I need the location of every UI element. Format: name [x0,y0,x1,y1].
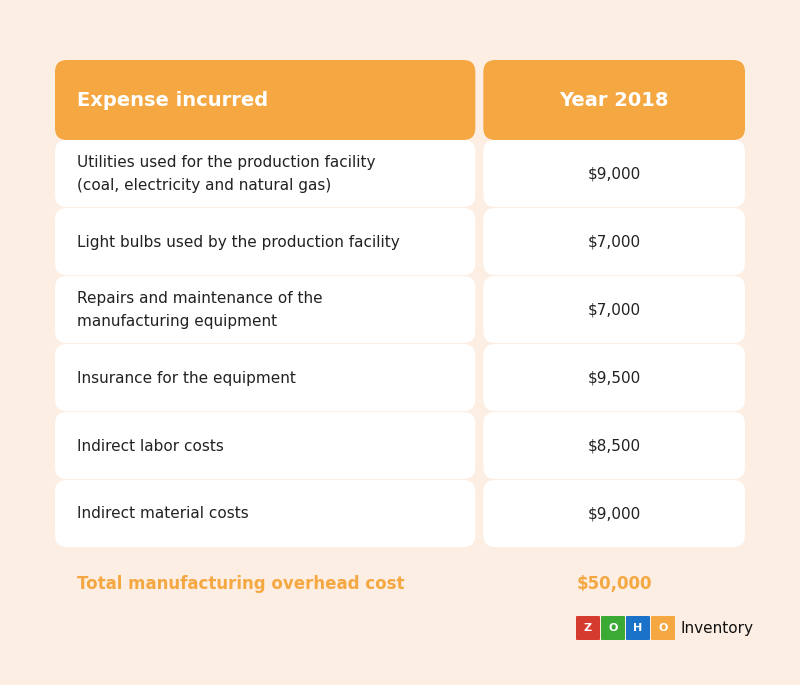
FancyBboxPatch shape [576,616,600,640]
FancyBboxPatch shape [483,344,745,411]
FancyBboxPatch shape [483,548,745,620]
FancyBboxPatch shape [55,480,475,547]
Text: Insurance for the equipment: Insurance for the equipment [77,371,296,386]
FancyBboxPatch shape [55,140,475,207]
FancyBboxPatch shape [483,276,745,343]
Text: $9,000: $9,000 [587,166,641,182]
FancyBboxPatch shape [55,276,475,343]
FancyBboxPatch shape [651,616,675,640]
Text: O: O [658,623,668,633]
Text: $50,000: $50,000 [577,575,652,593]
FancyBboxPatch shape [55,412,475,479]
FancyBboxPatch shape [483,480,745,547]
Text: Indirect material costs: Indirect material costs [77,506,249,521]
FancyBboxPatch shape [55,548,475,620]
Text: $9,000: $9,000 [587,506,641,521]
FancyBboxPatch shape [55,344,475,411]
Text: $7,000: $7,000 [588,303,641,318]
Text: Expense incurred: Expense incurred [77,90,268,110]
Text: O: O [608,623,618,633]
FancyBboxPatch shape [626,616,650,640]
Text: $8,500: $8,500 [588,438,641,453]
Text: Repairs and maintenance of the
manufacturing equipment: Repairs and maintenance of the manufactu… [77,291,322,329]
FancyBboxPatch shape [601,616,625,640]
FancyBboxPatch shape [55,60,475,140]
FancyBboxPatch shape [483,412,745,479]
FancyBboxPatch shape [483,60,745,140]
Text: Year 2018: Year 2018 [559,90,669,110]
Text: Light bulbs used by the production facility: Light bulbs used by the production facil… [77,234,400,249]
FancyBboxPatch shape [483,140,745,207]
Text: Z: Z [584,623,592,633]
FancyBboxPatch shape [55,208,475,275]
Text: Indirect labor costs: Indirect labor costs [77,438,224,453]
Text: Utilities used for the production facility
(coal, electricity and natural gas): Utilities used for the production facili… [77,155,375,192]
Text: Inventory: Inventory [681,621,754,636]
FancyBboxPatch shape [483,208,745,275]
Text: Total manufacturing overhead cost: Total manufacturing overhead cost [77,575,405,593]
Text: $9,500: $9,500 [587,371,641,386]
Text: $7,000: $7,000 [588,234,641,249]
Text: H: H [634,623,642,633]
